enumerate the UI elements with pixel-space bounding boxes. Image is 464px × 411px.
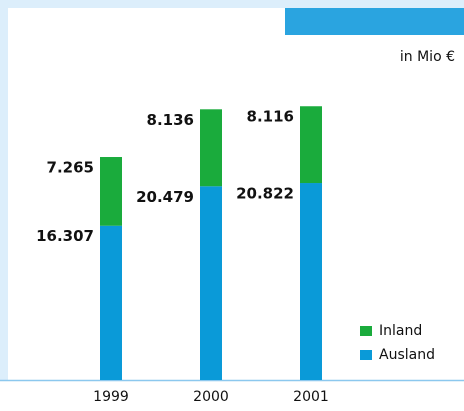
unit-label: in Mio € <box>400 49 455 65</box>
x-tick-label: 2000 <box>193 389 229 405</box>
bar-segment <box>300 106 322 184</box>
legend-swatch <box>360 326 372 336</box>
data-label: 8.136 <box>147 111 194 129</box>
bar-segment <box>300 183 322 380</box>
x-tick-label: 2001 <box>293 389 329 405</box>
x-tick-label: 1999 <box>93 389 129 405</box>
bar-segment <box>100 157 122 226</box>
data-label: 16.307 <box>36 227 94 245</box>
legend-label: Inland <box>379 323 422 339</box>
data-label: 20.822 <box>236 185 294 203</box>
data-label: 8.116 <box>247 108 294 126</box>
header-block <box>285 8 464 35</box>
bar-segment <box>200 109 222 187</box>
bar-segment <box>200 186 222 380</box>
legend-label: Ausland <box>379 347 435 363</box>
frame-top <box>0 0 464 8</box>
legend-swatch <box>360 350 372 360</box>
frame-left <box>0 0 8 380</box>
data-label: 7.265 <box>47 159 94 177</box>
data-label: 20.479 <box>136 188 194 206</box>
bar-segment <box>100 225 122 380</box>
